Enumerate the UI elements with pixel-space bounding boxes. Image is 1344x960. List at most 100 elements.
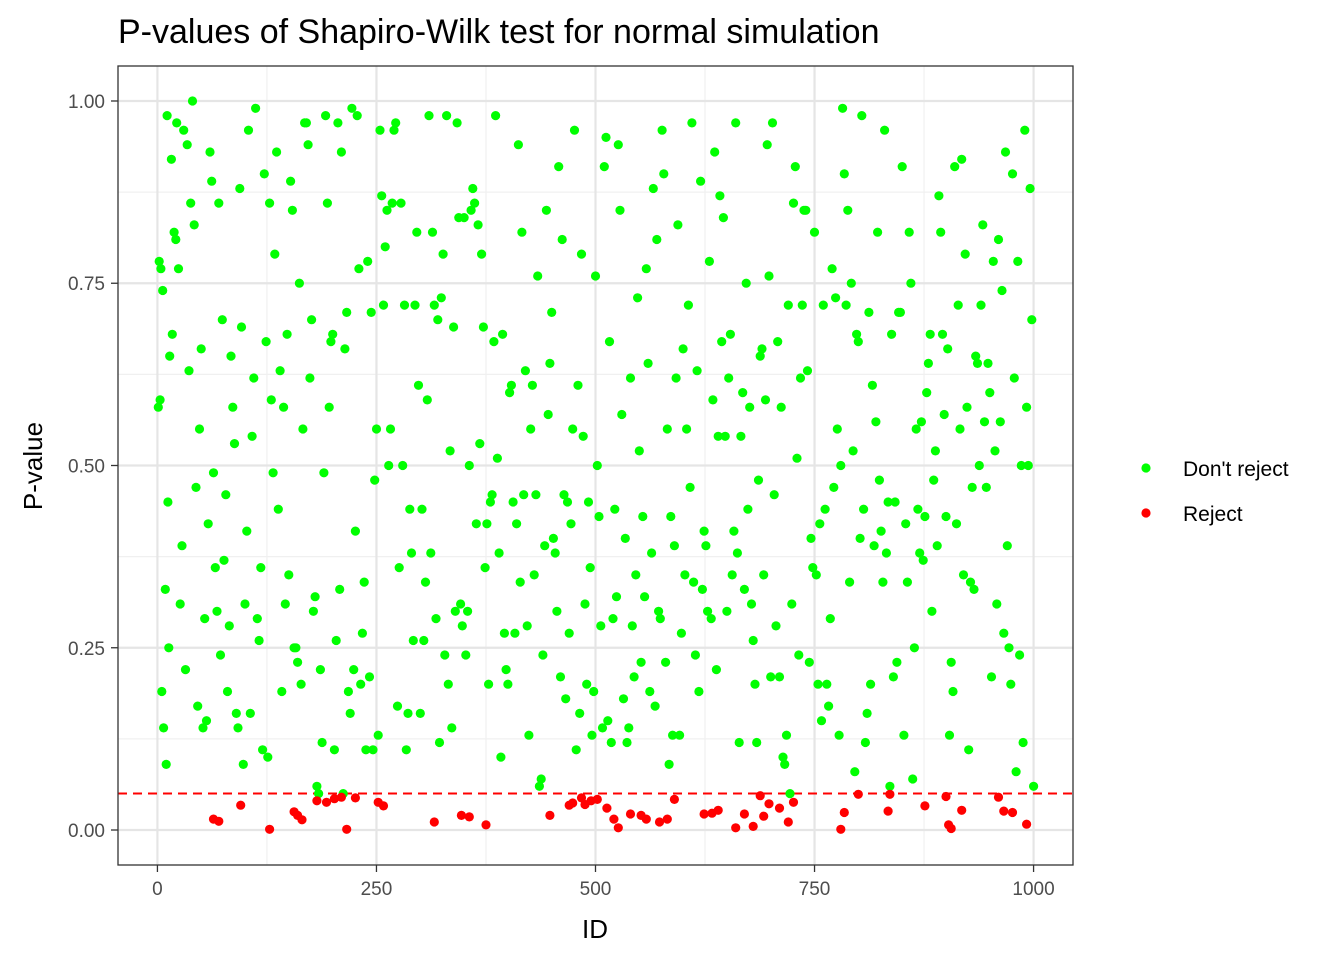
data-point — [997, 285, 1007, 296]
data-point — [187, 96, 198, 106]
data-point — [743, 504, 753, 514]
data-point — [167, 329, 177, 339]
data-point — [711, 665, 722, 675]
data-point — [864, 307, 874, 317]
data-point — [410, 300, 420, 310]
data-point — [487, 490, 497, 500]
data-point — [399, 300, 410, 310]
data-point — [713, 805, 723, 815]
data-point — [475, 439, 485, 449]
data-point — [324, 402, 334, 412]
data-point — [438, 249, 448, 259]
data-point — [229, 439, 240, 449]
chart-title: P-values of Shapiro-Wilk test for normal… — [118, 13, 880, 51]
data-point — [967, 482, 977, 492]
data-point — [510, 628, 520, 638]
data-point — [350, 793, 360, 803]
data-point — [251, 103, 261, 113]
data-point — [701, 541, 711, 551]
data-point — [275, 366, 285, 376]
data-point — [610, 504, 620, 514]
data-point — [406, 548, 417, 558]
data-point — [526, 424, 536, 434]
data-point — [361, 745, 371, 755]
data-point — [405, 504, 415, 514]
data-point — [930, 446, 941, 456]
y-tick-label: 0.50 — [68, 457, 105, 478]
data-point — [636, 657, 646, 667]
y-tick-label: 0.00 — [68, 821, 105, 842]
x-axis: 0 250 500 750 1000 — [152, 865, 1055, 900]
data-point — [622, 737, 632, 748]
data-point — [482, 519, 492, 529]
data-point — [473, 220, 483, 230]
data-point — [773, 337, 783, 347]
y-axis-title: P-value — [18, 422, 48, 510]
data-point — [736, 431, 746, 441]
data-point — [336, 792, 346, 802]
data-point — [263, 752, 273, 762]
data-point — [322, 198, 332, 208]
data-point — [613, 140, 623, 150]
data-point — [869, 541, 879, 551]
data-point — [671, 373, 681, 383]
y-axis: 0.00 0.25 0.50 0.75 1.00 — [68, 92, 118, 842]
data-point — [228, 402, 238, 412]
data-point — [193, 701, 203, 711]
data-point — [885, 781, 895, 791]
data-point — [620, 533, 630, 544]
series-reject — [208, 789, 1032, 834]
data-point — [792, 453, 802, 463]
data-point — [491, 111, 501, 121]
x-tick-label: 750 — [799, 879, 831, 900]
data-point — [976, 300, 986, 310]
data-point — [718, 213, 729, 223]
data-point — [569, 125, 580, 135]
data-point — [173, 264, 184, 274]
data-point — [1022, 819, 1032, 829]
data-point — [212, 606, 222, 616]
data-point — [629, 672, 639, 682]
data-point — [403, 708, 413, 719]
data-point — [794, 650, 804, 660]
data-point — [727, 570, 737, 580]
data-point — [470, 198, 480, 208]
data-point — [561, 694, 571, 704]
data-point — [429, 817, 439, 827]
data-point — [329, 794, 339, 804]
data-point — [604, 337, 615, 347]
data-point — [859, 504, 869, 514]
data-point — [513, 140, 524, 150]
data-point — [506, 380, 516, 390]
data-point — [941, 791, 951, 802]
data-point — [618, 694, 629, 704]
data-point — [808, 563, 818, 573]
data-point — [739, 584, 750, 595]
data-point — [480, 563, 490, 573]
data-point — [766, 672, 776, 682]
data-point — [834, 730, 844, 740]
data-point — [298, 424, 308, 434]
data-point — [501, 665, 511, 675]
x-tick-label: 0 — [152, 879, 163, 900]
data-point — [827, 264, 837, 274]
data-point — [396, 198, 406, 208]
data-point — [370, 475, 380, 485]
data-point — [191, 482, 201, 492]
data-point — [1027, 315, 1037, 325]
data-point — [640, 592, 650, 602]
data-point — [368, 745, 378, 755]
data-point — [689, 577, 699, 587]
data-point — [356, 679, 366, 689]
data-point — [401, 745, 411, 755]
data-point — [272, 147, 282, 157]
data-point — [282, 329, 292, 339]
data-point — [555, 672, 566, 682]
data-point — [909, 643, 920, 653]
data-point — [568, 798, 578, 808]
data-point — [603, 716, 613, 726]
data-point — [294, 278, 304, 288]
data-point — [163, 497, 173, 507]
data-point — [690, 650, 701, 660]
data-point — [990, 446, 1000, 456]
